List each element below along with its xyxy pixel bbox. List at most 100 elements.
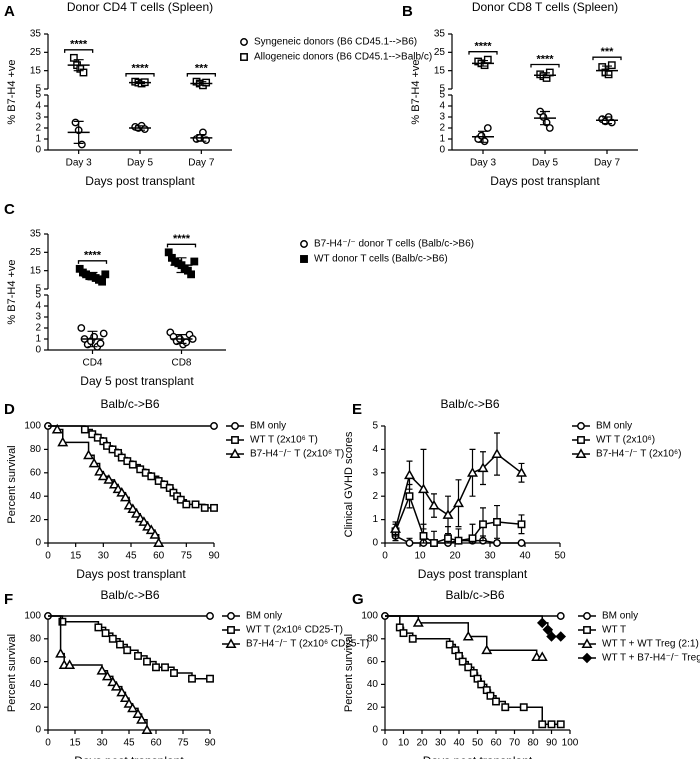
error-bar bbox=[196, 81, 207, 86]
x-tick-label: 90 bbox=[208, 551, 220, 562]
significance-bracket bbox=[530, 63, 560, 68]
marker bbox=[604, 70, 613, 79]
x-tick-label: 30 bbox=[98, 551, 110, 562]
y-tick-label: 1 bbox=[439, 134, 445, 145]
y-tick-label: 15 bbox=[30, 265, 42, 276]
marker bbox=[519, 703, 528, 712]
marker bbox=[477, 680, 486, 689]
marker bbox=[206, 612, 214, 620]
marker bbox=[404, 469, 415, 480]
marker bbox=[88, 457, 100, 468]
significance-label: **** bbox=[474, 41, 492, 53]
significance-bracket bbox=[186, 73, 216, 77]
marker bbox=[110, 680, 122, 691]
legend-marker bbox=[227, 626, 235, 634]
marker bbox=[445, 640, 454, 649]
significance-label: **** bbox=[536, 53, 554, 65]
legend-marker bbox=[581, 652, 593, 664]
y-tick-label: 15 bbox=[434, 65, 446, 76]
significance-bracket bbox=[166, 243, 197, 248]
x-tick-label: Day 7 bbox=[594, 158, 621, 169]
x-tick-label: Day 5 bbox=[532, 158, 559, 169]
x-axis-label: Days post transplant bbox=[423, 754, 533, 759]
x-tick-label: 20 bbox=[449, 551, 461, 562]
marker bbox=[542, 624, 554, 635]
y-tick-label: 3 bbox=[372, 467, 378, 478]
marker bbox=[131, 508, 143, 518]
x-tick-label: Day 3 bbox=[66, 158, 93, 169]
panel-label: D bbox=[4, 401, 15, 418]
marker bbox=[188, 674, 196, 683]
y-tick-label: 2 bbox=[372, 491, 378, 502]
significance-bracket bbox=[125, 73, 155, 77]
y-tick-label: 40 bbox=[367, 679, 379, 690]
legend-marker bbox=[240, 38, 248, 46]
marker bbox=[547, 720, 556, 729]
marker bbox=[428, 499, 440, 510]
error-bar bbox=[540, 110, 550, 126]
x-tick-label: 0 bbox=[382, 738, 388, 749]
marker bbox=[176, 495, 185, 504]
x-tick-label: 75 bbox=[177, 738, 189, 749]
y-tick-label: 2 bbox=[35, 123, 41, 134]
x-tick-label: 50 bbox=[554, 551, 566, 562]
significance-bracket bbox=[77, 260, 108, 264]
marker bbox=[94, 465, 106, 476]
chart-title: Balb/c->B6 bbox=[445, 588, 504, 602]
y-tick-label: 0 bbox=[372, 538, 378, 549]
marker bbox=[116, 640, 124, 649]
marker bbox=[149, 529, 161, 539]
marker bbox=[153, 537, 165, 547]
marker bbox=[405, 492, 414, 501]
marker bbox=[517, 539, 526, 547]
panel-label: C bbox=[4, 201, 15, 218]
x-tick-label: Day 7 bbox=[188, 158, 215, 169]
significance-bracket bbox=[468, 51, 498, 55]
legend-label: BM only bbox=[246, 611, 282, 622]
series-line bbox=[394, 494, 522, 544]
marker bbox=[399, 629, 408, 638]
panel-label: B bbox=[402, 3, 413, 20]
panel-label: G bbox=[352, 591, 364, 608]
marker bbox=[119, 692, 131, 703]
series-line bbox=[394, 453, 522, 530]
y-axis-label: Clinical GVHD scores bbox=[343, 431, 355, 537]
marker bbox=[96, 339, 105, 348]
x-tick-label: 30 bbox=[435, 738, 447, 749]
x-tick-label: 45 bbox=[125, 551, 137, 562]
y-tick-label: 2 bbox=[35, 323, 41, 334]
error-bar bbox=[87, 330, 98, 348]
y-tick-label: 2 bbox=[439, 123, 445, 134]
legend-label: Allogeneic donors (B6 CD45.1-->Balb/c) bbox=[254, 52, 432, 63]
x-tick-label: 15 bbox=[69, 738, 81, 749]
y-tick-label: 25 bbox=[30, 47, 42, 58]
marker bbox=[134, 651, 142, 660]
panel-label: A bbox=[4, 3, 15, 20]
legend-label: WT T bbox=[602, 625, 626, 636]
x-tick-label: 60 bbox=[153, 551, 165, 562]
y-tick-label: 35 bbox=[434, 29, 446, 40]
marker bbox=[442, 509, 454, 519]
x-axis-label: Days post transplant bbox=[490, 174, 600, 188]
y-tick-label: 4 bbox=[439, 101, 445, 112]
marker bbox=[99, 329, 108, 338]
chart-title: Donor CD4 T cells (Spleen) bbox=[67, 0, 213, 14]
legend-marker bbox=[231, 436, 239, 444]
y-tick-label: 60 bbox=[30, 467, 42, 478]
significance-label: **** bbox=[70, 39, 88, 51]
marker bbox=[147, 472, 156, 481]
y-tick-label: 20 bbox=[30, 514, 42, 525]
x-tick-label: 70 bbox=[509, 738, 521, 749]
x-tick-label: 75 bbox=[181, 551, 193, 562]
y-tick-label: 25 bbox=[30, 247, 42, 258]
marker bbox=[69, 53, 78, 62]
marker bbox=[132, 708, 144, 718]
x-tick-label: 40 bbox=[453, 738, 465, 749]
marker bbox=[483, 55, 492, 64]
marker bbox=[77, 324, 86, 332]
y-tick-label: 5 bbox=[35, 90, 41, 101]
marker bbox=[555, 631, 567, 642]
marker bbox=[517, 520, 526, 529]
error-bar bbox=[602, 65, 612, 76]
marker bbox=[556, 720, 565, 729]
